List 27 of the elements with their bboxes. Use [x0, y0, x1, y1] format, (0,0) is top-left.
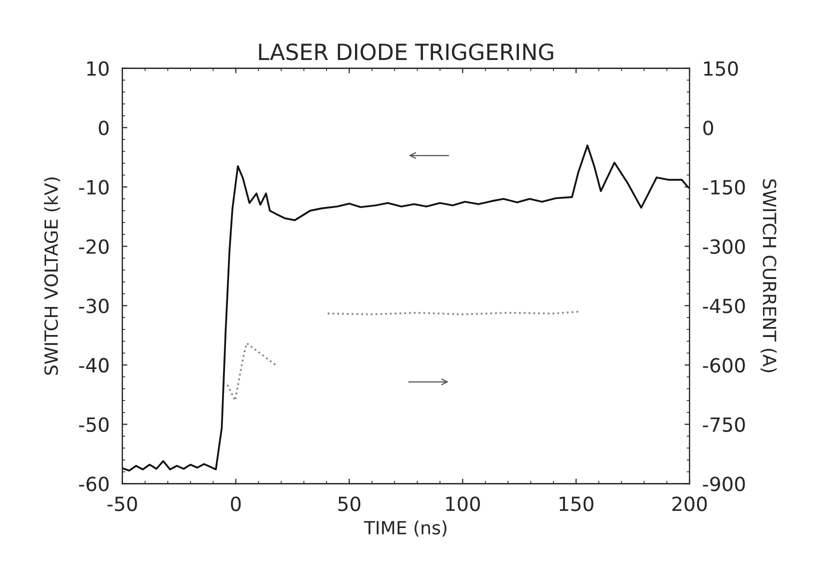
x-tick-label: 200	[672, 496, 707, 512]
y-tick-label: -60	[79, 476, 109, 492]
y-tick-label: -10	[79, 180, 109, 195]
x-tick-label: 150	[560, 496, 594, 512]
x-tick-label: -50	[107, 496, 137, 512]
x-tick-label: 50	[338, 496, 360, 512]
y-tick-label: -50	[79, 417, 109, 432]
y2-tick-label: -900	[702, 476, 745, 492]
y-tick-label: 0	[98, 120, 109, 136]
y-tick-label: -40	[79, 358, 109, 373]
y2-tick-label: -150	[702, 180, 745, 195]
y-axis-title: SWITCH VOLTAGE (kV)	[44, 177, 60, 375]
x-tick-label: 100	[446, 496, 480, 512]
y-tick-label: -20	[79, 239, 109, 254]
y2-tick-label: -750	[702, 417, 745, 432]
y2-tick-label: -300	[702, 239, 745, 254]
y2-tick-label: -450	[702, 298, 745, 314]
chart-title: LASER DIODE TRIGGERING	[259, 43, 554, 60]
line-series	[122, 144, 690, 472]
y-tick-label: 10	[87, 61, 109, 76]
y2-axis-title: SWITCH CURRENT (A)	[760, 179, 777, 372]
x-axis-title: TIME (ns)	[364, 520, 446, 537]
y2-tick-label: 150	[704, 61, 738, 76]
y2-tick-label: -600	[702, 358, 745, 373]
y-tick-label: -30	[79, 298, 109, 314]
y2-tick-label: 0	[703, 120, 714, 136]
x-tick-label: 0	[230, 496, 241, 512]
